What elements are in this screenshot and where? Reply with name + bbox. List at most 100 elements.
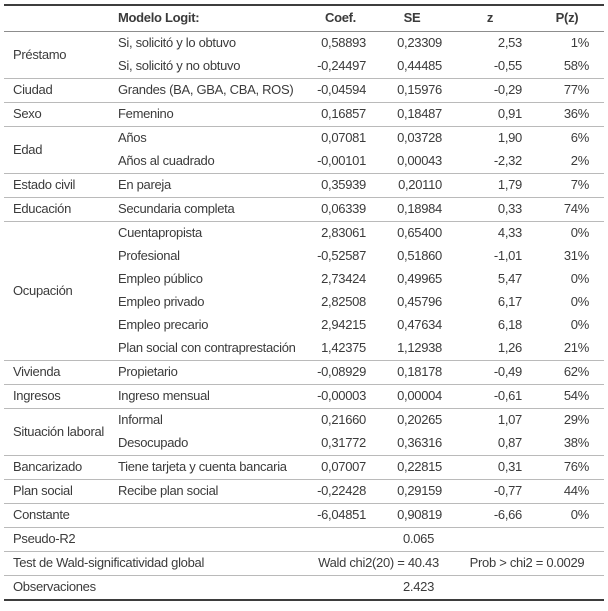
se-cell: 0,22815 bbox=[397, 459, 442, 474]
table-row: Ocupación Cuentapropista 2,83061 0,65400… bbox=[4, 221, 604, 297]
table-row: Plan social con contraprestación 1,42375… bbox=[4, 337, 604, 361]
se-cell: 0,51860 bbox=[397, 248, 442, 263]
header-se: SE bbox=[374, 5, 450, 32]
z-cell: -0,61 bbox=[493, 388, 522, 403]
pseudo-r2-label: Pseudo-R2 bbox=[4, 526, 307, 551]
coef-cell: 0,06339 bbox=[321, 201, 366, 216]
coef-cell: 0,07007 bbox=[321, 459, 366, 474]
se-cell: 1,12938 bbox=[397, 340, 442, 355]
table-row: Vivienda Propietario -0,08929 0,18178 -0… bbox=[4, 360, 604, 384]
z-cell: 4,33 bbox=[497, 225, 522, 240]
pz-cell: 0% bbox=[570, 507, 590, 522]
table-row: Situación laboral Informal 0,21660 0,202… bbox=[4, 408, 604, 438]
pz-cell: 38% bbox=[563, 435, 589, 450]
pz-cell: 0% bbox=[570, 317, 590, 332]
label-cell: Grandes (BA, GBA, CBA, ROS) bbox=[118, 82, 294, 97]
pz-cell: 31% bbox=[563, 248, 589, 263]
label-cell: Propietario bbox=[118, 364, 178, 379]
coef-cell: 2,83061 bbox=[321, 225, 366, 240]
header-pz: P(z) bbox=[530, 5, 604, 32]
z-cell: 1,07 bbox=[497, 412, 522, 427]
z-cell: -0,55 bbox=[493, 58, 522, 73]
se-cell: 0,44485 bbox=[397, 58, 442, 73]
se-cell: 0,20265 bbox=[397, 412, 442, 427]
category-cell: Ciudad bbox=[13, 82, 53, 97]
coef-cell: 1,42375 bbox=[321, 340, 366, 355]
group-bancarizado: Bancarizado Tiene tarjeta y cuenta banca… bbox=[4, 455, 604, 479]
category-cell: Constante bbox=[13, 507, 70, 522]
table-header: Modelo Logit: Coef. SE z P(z) bbox=[4, 5, 604, 32]
group-estado-civil: Estado civil En pareja 0,35939 0,20110 1… bbox=[4, 173, 604, 197]
coef-cell: -0,22428 bbox=[317, 483, 366, 498]
category-cell: Ocupación bbox=[13, 282, 73, 298]
se-cell: 0,49965 bbox=[397, 271, 442, 286]
header-row: Modelo Logit: Coef. SE z P(z) bbox=[4, 5, 604, 32]
coef-cell: 2,73424 bbox=[321, 271, 366, 286]
table-row: Profesional -0,52587 0,51860 -1,01 31% bbox=[4, 245, 604, 268]
category-cell: Préstamo bbox=[13, 46, 67, 62]
z-cell: -0,77 bbox=[493, 483, 522, 498]
pseudo-r2-row: Pseudo-R2 0.065 bbox=[4, 526, 604, 551]
category-cell: Edad bbox=[13, 141, 43, 157]
table-row: Edad Años 0,07081 0,03728 1,90 6% bbox=[4, 126, 604, 156]
category-cell: Plan social bbox=[13, 483, 73, 498]
pz-cell: 6% bbox=[570, 130, 590, 145]
table-footer: Pseudo-R2 0.065 Test de Wald-significati… bbox=[4, 526, 604, 600]
label-cell: Si, solicitó y no obtuvo bbox=[118, 58, 241, 73]
empty-cell bbox=[530, 526, 604, 551]
wald-prob-value: Prob > chi2 = 0.0029 bbox=[450, 550, 604, 575]
label-cell: Informal bbox=[118, 412, 163, 427]
label-cell: Secundaria completa bbox=[118, 201, 235, 216]
se-cell: 0,00043 bbox=[397, 153, 442, 168]
se-cell: 0,15976 bbox=[397, 82, 442, 97]
label-cell: Profesional bbox=[118, 248, 180, 263]
pz-cell: 0% bbox=[570, 271, 590, 286]
label-cell: Años al cuadrado bbox=[118, 153, 215, 168]
z-cell: -1,01 bbox=[493, 248, 522, 263]
table-row: Estado civil En pareja 0,35939 0,20110 1… bbox=[4, 173, 604, 197]
group-plan-social: Plan social Recibe plan social -0,22428 … bbox=[4, 479, 604, 503]
table-row: Constante -6,04851 0,90819 -6,66 0% bbox=[4, 503, 604, 527]
category-cell: Bancarizado bbox=[13, 459, 82, 474]
table-row: Desocupado 0,31772 0,36316 0,87 38% bbox=[4, 432, 604, 456]
table-row: Educación Secundaria completa 0,06339 0,… bbox=[4, 197, 604, 221]
table-row: Empleo precario 2,94215 0,47634 6,18 0% bbox=[4, 314, 604, 337]
table-row: Años al cuadrado -0,00101 0,00043 -2,32 … bbox=[4, 150, 604, 174]
se-cell: 0,45796 bbox=[397, 294, 442, 309]
se-cell: 0,18984 bbox=[397, 201, 442, 216]
se-cell: 0,18487 bbox=[397, 106, 442, 121]
z-cell: 5,47 bbox=[497, 271, 522, 286]
z-cell: 6,17 bbox=[497, 294, 522, 309]
empty-cell bbox=[530, 574, 604, 600]
pz-cell: 44% bbox=[563, 483, 589, 498]
pz-cell: 1% bbox=[570, 35, 590, 50]
observations-value: 2.423 bbox=[307, 574, 530, 600]
pseudo-r2-value: 0.065 bbox=[307, 526, 530, 551]
group-situacion-laboral: Situación laboral Informal 0,21660 0,202… bbox=[4, 408, 604, 455]
coef-cell: -0,52587 bbox=[317, 248, 366, 263]
wald-test-row: Test de Wald-significatividad global Wal… bbox=[4, 550, 604, 575]
coef-cell: -0,08929 bbox=[317, 364, 366, 379]
se-cell: 0,20110 bbox=[398, 177, 442, 192]
z-cell: 6,18 bbox=[497, 317, 522, 332]
z-cell: 0,91 bbox=[497, 106, 522, 121]
coef-cell: 0,58893 bbox=[321, 35, 366, 50]
z-cell: 0,31 bbox=[497, 459, 522, 474]
label-cell: Empleo precario bbox=[118, 317, 209, 332]
group-ingresos: Ingresos Ingreso mensual -0,00003 0,0000… bbox=[4, 384, 604, 408]
z-cell: 1,90 bbox=[497, 130, 522, 145]
coef-cell: -0,00101 bbox=[317, 153, 366, 168]
coef-cell: 0,16857 bbox=[321, 106, 366, 121]
group-vivienda: Vivienda Propietario -0,08929 0,18178 -0… bbox=[4, 360, 604, 384]
label-cell: Años bbox=[118, 130, 147, 145]
label-cell: Ingreso mensual bbox=[118, 388, 210, 403]
category-cell: Situación laboral bbox=[13, 423, 105, 439]
header-empty-cell bbox=[4, 5, 112, 32]
pz-cell: 77% bbox=[563, 82, 589, 97]
se-cell: 0,18178 bbox=[397, 364, 442, 379]
table-row: Plan social Recibe plan social -0,22428 … bbox=[4, 479, 604, 503]
coef-cell: 0,31772 bbox=[321, 435, 366, 450]
logit-regression-table: Modelo Logit: Coef. SE z P(z) Préstamo S… bbox=[4, 4, 604, 601]
group-constante: Constante -6,04851 0,90819 -6,66 0% bbox=[4, 503, 604, 527]
